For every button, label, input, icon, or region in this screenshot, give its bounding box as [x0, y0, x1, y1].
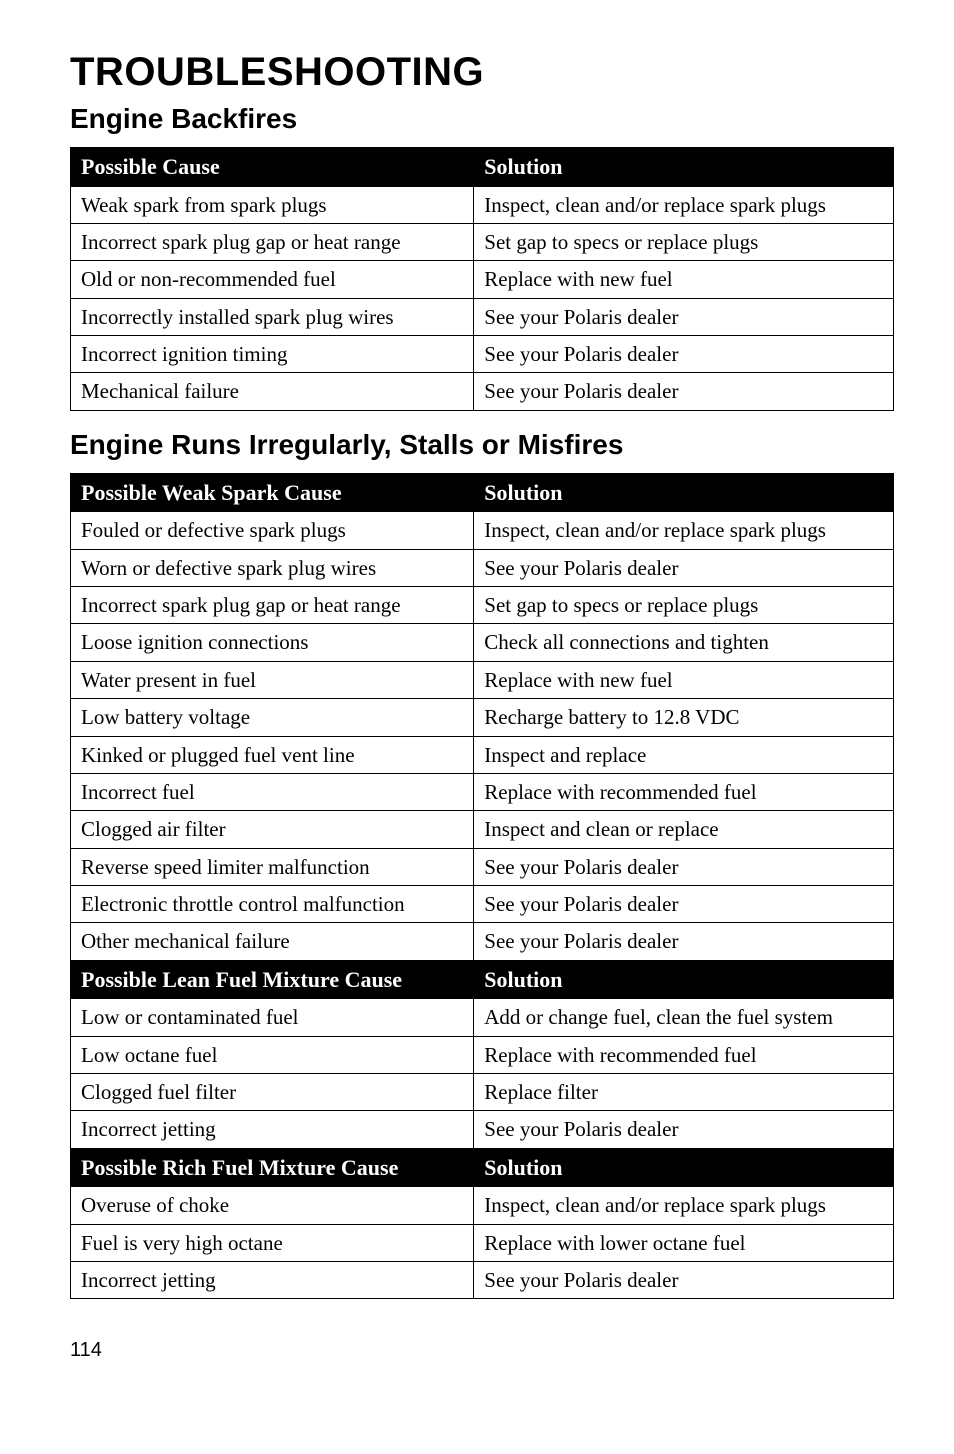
header-solution: Solution — [474, 473, 894, 512]
table-header-row: Possible Rich Fuel Mixture CauseSolution — [71, 1148, 894, 1187]
table-row: Kinked or plugged fuel vent lineInspect … — [71, 736, 894, 773]
troubleshooting-table: Possible CauseSolutionWeak spark from sp… — [70, 147, 894, 411]
table-row: Electronic throttle control malfunctionS… — [71, 885, 894, 922]
cell-cause: Loose ignition connections — [71, 624, 474, 661]
table-row: Low or contaminated fuelAdd or change fu… — [71, 999, 894, 1036]
cell-solution: Replace filter — [474, 1073, 894, 1110]
table-row: Loose ignition connectionsCheck all conn… — [71, 624, 894, 661]
table-row: Clogged fuel filterReplace filter — [71, 1073, 894, 1110]
cell-cause: Weak spark from spark plugs — [71, 186, 474, 223]
cell-solution: See your Polaris dealer — [474, 1111, 894, 1148]
cell-cause: Fouled or defective spark plugs — [71, 512, 474, 549]
table-row: Other mechanical failureSee your Polaris… — [71, 923, 894, 960]
table-row: Incorrectly installed spark plug wiresSe… — [71, 298, 894, 335]
page-number: 114 — [70, 1339, 894, 1362]
table-row: Water present in fuelReplace with new fu… — [71, 661, 894, 698]
table-row: Fuel is very high octaneReplace with low… — [71, 1224, 894, 1261]
header-cause: Possible Cause — [71, 148, 474, 187]
cell-cause: Kinked or plugged fuel vent line — [71, 736, 474, 773]
table-row: Mechanical failureSee your Polaris deale… — [71, 373, 894, 410]
cell-solution: See your Polaris dealer — [474, 298, 894, 335]
cell-solution: Inspect, clean and/or replace spark plug… — [474, 1187, 894, 1224]
cell-cause: Incorrect spark plug gap or heat range — [71, 224, 474, 261]
cell-cause: Incorrectly installed spark plug wires — [71, 298, 474, 335]
table-header-row: Possible Lean Fuel Mixture CauseSolution — [71, 960, 894, 999]
cell-cause: Electronic throttle control malfunction — [71, 885, 474, 922]
cell-cause: Incorrect ignition timing — [71, 336, 474, 373]
cell-solution: Set gap to specs or replace plugs — [474, 224, 894, 261]
cell-cause: Incorrect jetting — [71, 1262, 474, 1299]
header-cause: Possible Lean Fuel Mixture Cause — [71, 960, 474, 999]
table-row: Fouled or defective spark plugsInspect, … — [71, 512, 894, 549]
cell-solution: See your Polaris dealer — [474, 549, 894, 586]
cell-solution: Inspect, clean and/or replace spark plug… — [474, 512, 894, 549]
cell-cause: Reverse speed limiter malfunction — [71, 848, 474, 885]
section-heading: Engine Runs Irregularly, Stalls or Misfi… — [70, 429, 894, 461]
cell-solution: See your Polaris dealer — [474, 373, 894, 410]
table-row: Incorrect ignition timingSee your Polari… — [71, 336, 894, 373]
table-row: Clogged air filterInspect and clean or r… — [71, 811, 894, 848]
cell-solution: Replace with lower octane fuel — [474, 1224, 894, 1261]
table-header-row: Possible Weak Spark CauseSolution — [71, 473, 894, 512]
troubleshooting-table: Possible Weak Spark CauseSolutionFouled … — [70, 473, 894, 1300]
cell-solution: Replace with recommended fuel — [474, 1036, 894, 1073]
table-header-row: Possible CauseSolution — [71, 148, 894, 187]
header-cause: Possible Rich Fuel Mixture Cause — [71, 1148, 474, 1187]
cell-solution: See your Polaris dealer — [474, 923, 894, 960]
table-row: Incorrect spark plug gap or heat rangeSe… — [71, 224, 894, 261]
cell-cause: Clogged air filter — [71, 811, 474, 848]
cell-cause: Incorrect jetting — [71, 1111, 474, 1148]
section-heading: Engine Backfires — [70, 103, 894, 135]
table-row: Old or non-recommended fuelReplace with … — [71, 261, 894, 298]
cell-cause: Fuel is very high octane — [71, 1224, 474, 1261]
cell-solution: Inspect, clean and/or replace spark plug… — [474, 186, 894, 223]
table-row: Incorrect spark plug gap or heat rangeSe… — [71, 587, 894, 624]
cell-solution: Replace with new fuel — [474, 661, 894, 698]
sections-container: Engine BackfiresPossible CauseSolutionWe… — [70, 103, 894, 1299]
cell-solution: Replace with new fuel — [474, 261, 894, 298]
table-row: Reverse speed limiter malfunctionSee you… — [71, 848, 894, 885]
cell-solution: See your Polaris dealer — [474, 848, 894, 885]
header-cause: Possible Weak Spark Cause — [71, 473, 474, 512]
page-title: TROUBLESHOOTING — [70, 50, 894, 95]
cell-cause: Water present in fuel — [71, 661, 474, 698]
cell-cause: Overuse of choke — [71, 1187, 474, 1224]
cell-cause: Incorrect fuel — [71, 773, 474, 810]
header-solution: Solution — [474, 1148, 894, 1187]
cell-cause: Worn or defective spark plug wires — [71, 549, 474, 586]
header-solution: Solution — [474, 148, 894, 187]
cell-solution: Add or change fuel, clean the fuel syste… — [474, 999, 894, 1036]
cell-cause: Low battery voltage — [71, 699, 474, 736]
cell-cause: Low octane fuel — [71, 1036, 474, 1073]
cell-solution: Inspect and replace — [474, 736, 894, 773]
cell-solution: See your Polaris dealer — [474, 336, 894, 373]
cell-cause: Incorrect spark plug gap or heat range — [71, 587, 474, 624]
table-row: Incorrect jettingSee your Polaris dealer — [71, 1262, 894, 1299]
cell-cause: Old or non-recommended fuel — [71, 261, 474, 298]
cell-solution: Set gap to specs or replace plugs — [474, 587, 894, 624]
table-row: Weak spark from spark plugsInspect, clea… — [71, 186, 894, 223]
cell-cause: Other mechanical failure — [71, 923, 474, 960]
table-row: Low battery voltageRecharge battery to 1… — [71, 699, 894, 736]
table-row: Worn or defective spark plug wiresSee yo… — [71, 549, 894, 586]
table-row: Low octane fuelReplace with recommended … — [71, 1036, 894, 1073]
cell-cause: Mechanical failure — [71, 373, 474, 410]
cell-solution: See your Polaris dealer — [474, 885, 894, 922]
cell-solution: Check all connections and tighten — [474, 624, 894, 661]
cell-solution: See your Polaris dealer — [474, 1262, 894, 1299]
cell-solution: Replace with recommended fuel — [474, 773, 894, 810]
cell-cause: Clogged fuel filter — [71, 1073, 474, 1110]
table-row: Overuse of chokeInspect, clean and/or re… — [71, 1187, 894, 1224]
table-row: Incorrect fuelReplace with recommended f… — [71, 773, 894, 810]
header-solution: Solution — [474, 960, 894, 999]
cell-solution: Inspect and clean or replace — [474, 811, 894, 848]
cell-cause: Low or contaminated fuel — [71, 999, 474, 1036]
cell-solution: Recharge battery to 12.8 VDC — [474, 699, 894, 736]
table-row: Incorrect jettingSee your Polaris dealer — [71, 1111, 894, 1148]
